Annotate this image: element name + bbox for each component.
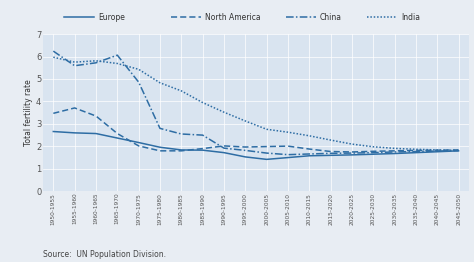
Europe <box>328 154 334 157</box>
North America <box>200 147 205 150</box>
China <box>221 146 227 150</box>
China <box>434 150 440 153</box>
India <box>413 148 419 151</box>
China <box>114 54 120 57</box>
Y-axis label: Total fertility rate: Total fertility rate <box>24 79 33 146</box>
North America <box>72 106 78 110</box>
Line: India: India <box>53 57 459 150</box>
Text: India: India <box>401 13 420 21</box>
Text: Source:  UN Population Division.: Source: UN Population Division. <box>43 250 165 259</box>
India <box>434 148 440 151</box>
Europe <box>136 141 141 144</box>
Europe <box>242 155 248 159</box>
Europe <box>114 137 120 140</box>
India <box>200 101 205 104</box>
India <box>114 62 120 65</box>
Europe <box>221 151 227 154</box>
India <box>285 131 291 134</box>
Text: North America: North America <box>205 13 260 21</box>
Europe <box>178 148 184 151</box>
Europe <box>456 149 462 152</box>
China <box>456 149 462 152</box>
India <box>371 145 376 148</box>
Europe <box>93 132 99 135</box>
China <box>136 80 141 84</box>
China <box>349 151 355 155</box>
Europe <box>264 158 269 161</box>
Text: Europe: Europe <box>98 13 125 21</box>
Europe <box>306 154 312 157</box>
China <box>200 134 205 137</box>
China <box>371 151 376 154</box>
China <box>285 153 291 156</box>
Europe <box>285 156 291 159</box>
India <box>264 128 269 131</box>
China <box>242 149 248 152</box>
North America <box>114 132 120 135</box>
North America <box>157 149 163 152</box>
India <box>157 81 163 84</box>
India <box>72 61 78 64</box>
India <box>349 143 355 146</box>
India <box>93 59 99 62</box>
China <box>157 127 163 130</box>
Europe <box>50 130 56 133</box>
Text: China: China <box>320 13 342 21</box>
Europe <box>392 152 397 155</box>
Line: North America: North America <box>53 108 459 152</box>
Europe <box>371 153 376 156</box>
North America <box>221 144 227 148</box>
Europe <box>72 131 78 134</box>
China <box>328 152 334 155</box>
North America <box>50 112 56 115</box>
China <box>178 132 184 135</box>
India <box>136 68 141 71</box>
North America <box>456 148 462 151</box>
India <box>178 89 184 92</box>
China <box>264 151 269 155</box>
Europe <box>200 149 205 152</box>
Line: China: China <box>53 51 459 155</box>
Europe <box>349 153 355 156</box>
Europe <box>413 151 419 154</box>
India <box>242 119 248 123</box>
India <box>328 139 334 142</box>
North America <box>93 114 99 118</box>
North America <box>371 150 376 153</box>
China <box>392 150 397 154</box>
North America <box>306 148 312 151</box>
India <box>456 149 462 152</box>
North America <box>264 145 269 148</box>
India <box>50 56 56 59</box>
North America <box>392 149 397 152</box>
China <box>413 150 419 153</box>
China <box>72 64 78 67</box>
Europe <box>157 146 163 149</box>
India <box>392 147 397 150</box>
Line: Europe: Europe <box>53 132 459 159</box>
China <box>50 50 56 53</box>
North America <box>178 149 184 152</box>
North America <box>136 144 141 148</box>
India <box>221 111 227 114</box>
North America <box>434 149 440 152</box>
India <box>306 134 312 137</box>
North America <box>328 150 334 153</box>
North America <box>413 149 419 152</box>
North America <box>349 150 355 154</box>
Europe <box>434 150 440 153</box>
China <box>306 152 312 156</box>
North America <box>242 145 248 149</box>
China <box>93 61 99 64</box>
North America <box>285 145 291 148</box>
